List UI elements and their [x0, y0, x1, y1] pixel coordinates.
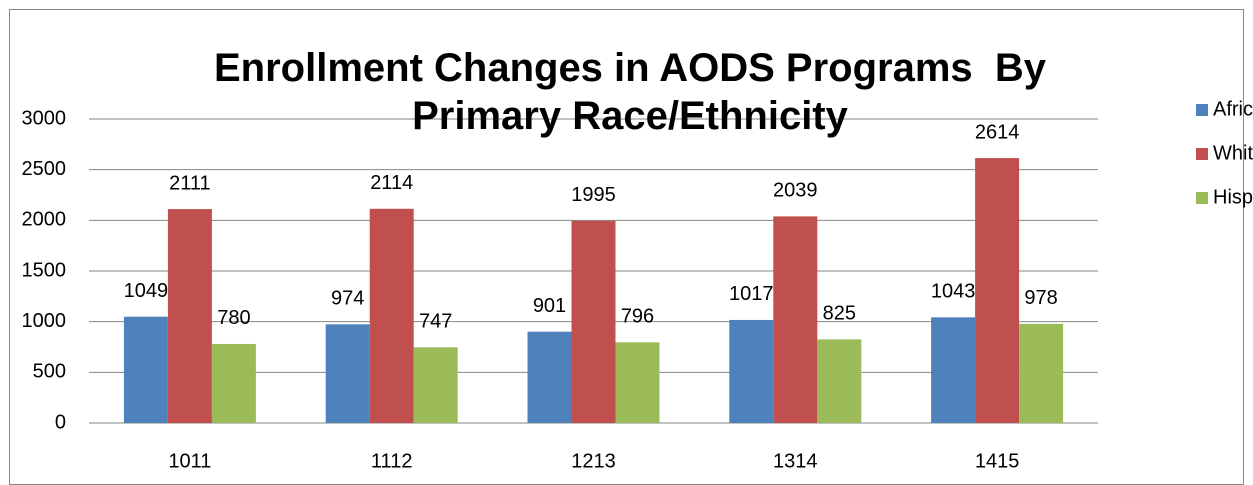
- data-label: 1049: [124, 280, 169, 302]
- x-tick-label: 1112: [371, 450, 413, 472]
- bar: [527, 331, 572, 423]
- data-label: 2614: [975, 121, 1020, 143]
- legend-label: White: [1213, 142, 1253, 164]
- y-tick-label: 2000: [22, 209, 67, 231]
- data-label: 1017: [729, 283, 774, 305]
- y-tick-label: 1000: [22, 310, 67, 332]
- bar: [729, 319, 774, 423]
- bar: [817, 339, 862, 423]
- data-label: 747: [419, 311, 452, 333]
- x-tick-label: 1213: [571, 450, 616, 472]
- y-tick-label: 1500: [22, 259, 67, 281]
- bar: [975, 158, 1020, 423]
- legend-swatch: [1196, 104, 1208, 116]
- bar: [615, 342, 660, 423]
- bar: [325, 324, 370, 423]
- x-tick-label: 1415: [975, 450, 1020, 472]
- y-tick-label: 2500: [22, 158, 67, 180]
- legend-label: Hispanic: [1213, 186, 1253, 208]
- bar: [931, 317, 976, 423]
- data-label: 825: [823, 303, 856, 325]
- legend-label: African Am: [1213, 98, 1253, 120]
- data-label: 796: [621, 306, 654, 328]
- bar: [1019, 323, 1064, 423]
- bar: [571, 220, 616, 423]
- data-label: 2111: [169, 172, 211, 194]
- x-tick-label: 1314: [773, 450, 818, 472]
- data-label: 901: [533, 295, 566, 317]
- data-label: 2114: [370, 172, 413, 194]
- x-tick-label: 1011: [168, 450, 211, 472]
- data-label: 2039: [773, 180, 818, 202]
- data-label: 978: [1024, 287, 1057, 309]
- bar: [773, 216, 818, 423]
- data-label: 974: [331, 288, 364, 310]
- data-label: 1043: [931, 281, 976, 303]
- data-label: 780: [217, 307, 250, 329]
- data-label: 1995: [571, 184, 616, 206]
- y-tick-label: 0: [55, 411, 66, 433]
- bar: [123, 316, 168, 423]
- y-tick-label: 3000: [22, 107, 67, 129]
- bar: [369, 208, 414, 423]
- bar: [211, 343, 256, 423]
- chart-title: Enrollment Changes in AODS Programs By P…: [213, 46, 1058, 138]
- bar: [167, 209, 212, 423]
- legend-swatch: [1196, 148, 1208, 160]
- bar: [413, 347, 458, 423]
- legend-swatch: [1196, 192, 1208, 204]
- y-tick-label: 500: [33, 361, 66, 383]
